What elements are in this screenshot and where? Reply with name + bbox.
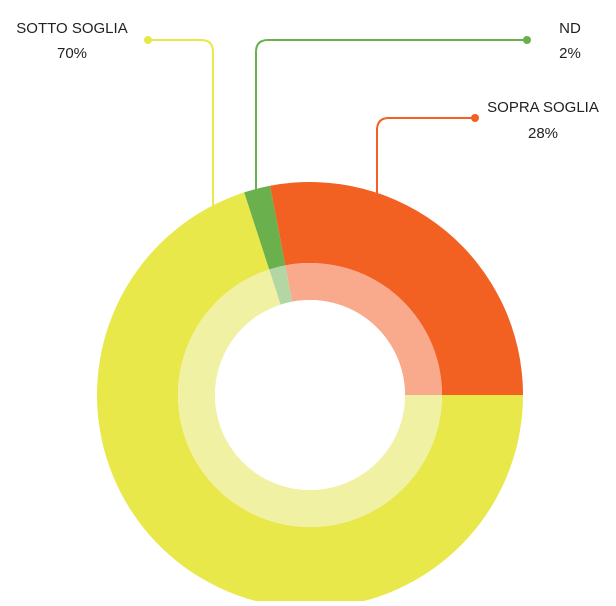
label-name-sotto-soglia: SOTTO SOGLIA (16, 20, 127, 37)
inner-slice-sopra-soglia (285, 263, 442, 395)
leader-dot-nd (523, 36, 531, 44)
leader-line-nd (255, 39, 527, 191)
slice-nd[interactable] (244, 185, 286, 270)
label-name-nd: ND (559, 20, 581, 37)
label-value-nd: 2% (559, 45, 581, 62)
leader-line-sotto-soglia (148, 39, 214, 208)
donut-hole (215, 300, 405, 490)
label-value-sotto-soglia: 70% (57, 45, 87, 62)
inner-slice-nd (269, 265, 293, 305)
outer-ring (97, 182, 523, 606)
slice-labels: SOTTO SOGLIA 70% ND 2% SOPRA SOGLIA 28% (16, 20, 599, 142)
inner-ring (178, 263, 443, 527)
label-name-sopra-soglia: SOPRA SOGLIA (487, 99, 599, 116)
slice-sotto-soglia[interactable] (97, 192, 523, 606)
leader-dot-sotto-soglia (144, 36, 152, 44)
leader-lines (144, 36, 531, 208)
leader-dot-sopra-soglia (471, 114, 479, 122)
leader-line-sopra-soglia (376, 117, 475, 195)
slice-sopra-soglia[interactable] (270, 182, 523, 395)
label-value-sopra-soglia: 28% (528, 125, 558, 142)
